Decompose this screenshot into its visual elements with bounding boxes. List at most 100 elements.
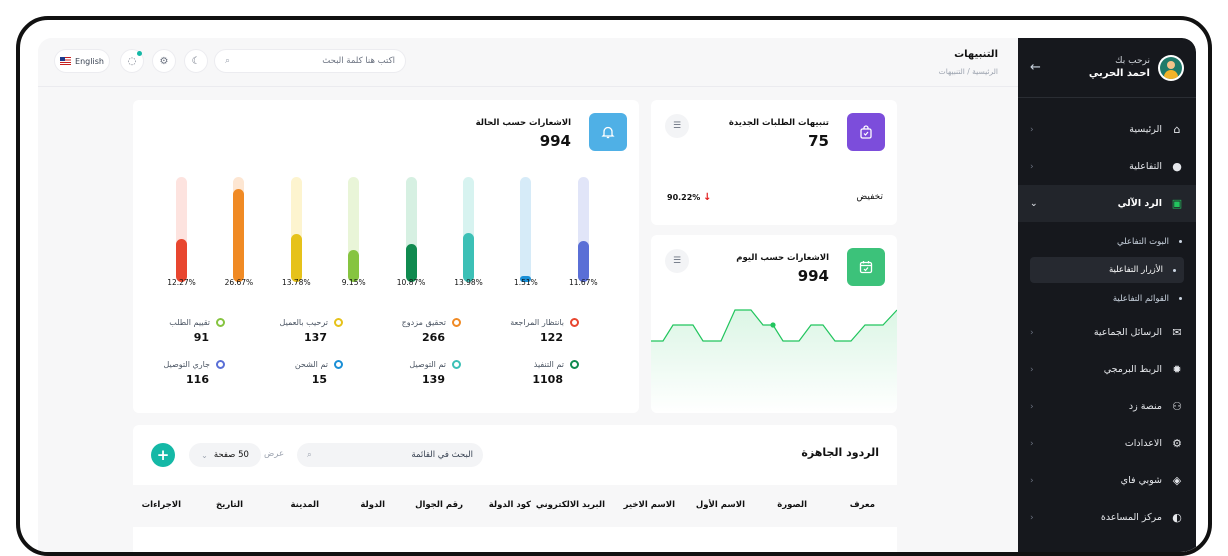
sidebar-item-auto-reply[interactable]: ▣ الرد الآلي ⌄ [1018, 185, 1196, 222]
legend-label: تم الشحن [294, 360, 328, 369]
shopping-bag-icon: ◈ [1172, 474, 1182, 487]
search-icon: ⌕ [225, 56, 231, 66]
bar-label: 11.67% [568, 278, 598, 287]
trend-value: 90.22% [667, 193, 701, 202]
legend-label: جاري التوصيل [163, 360, 210, 369]
bar[interactable] [405, 243, 417, 282]
chevron-left-icon: ‹ [1030, 364, 1034, 375]
table-column-header[interactable]: الصورة [777, 500, 807, 510]
table-column-header[interactable]: الاسم الاخير [623, 500, 675, 510]
legend-value: 122 [540, 331, 563, 344]
card-title: الاشعارات حسب اليوم [736, 253, 829, 263]
sparkline-area [651, 310, 897, 413]
bar-track [577, 177, 589, 282]
sidebar-item-shopify[interactable]: ◈ شوبي فاي ‹ [1018, 462, 1196, 499]
nodes-icon: ⚇ [1172, 400, 1182, 413]
ready-replies-card: الردود الجاهزة البحث في القائمة ⌕ عرض 50… [133, 425, 897, 552]
legend-ring-icon [570, 318, 579, 327]
envelope-icon: ✉ [1172, 326, 1182, 339]
bar-track [348, 177, 360, 282]
headset-icon: ◐ [1172, 511, 1182, 524]
table-title: الردود الجاهزة [801, 446, 879, 459]
language-switcher[interactable]: English [54, 49, 110, 73]
table-search-input[interactable]: البحث في القائمة ⌕ [297, 443, 483, 467]
legend-label: تحقيق مزدوج [401, 318, 446, 327]
sidebar-item-zid[interactable]: ⚇ منصة زد ‹ [1018, 388, 1196, 425]
settings-icon: ⚙ [1172, 437, 1182, 450]
filter-button[interactable]: ☰ [665, 114, 689, 138]
calendar-icon [847, 248, 885, 286]
add-reply-button[interactable]: + [151, 443, 175, 467]
dark-mode-toggle[interactable]: ☾ [184, 49, 208, 73]
bar-chart [171, 172, 589, 282]
sidebar-item-api[interactable]: ✹ الربط البرمجي ‹ [1018, 351, 1196, 388]
trend-label: تخفيض [856, 192, 883, 202]
table-column-header[interactable]: الاسم الأول [695, 500, 745, 510]
legend-ring-icon [452, 318, 461, 327]
chevron-left-icon: ‹ [1030, 401, 1034, 412]
table-column-header[interactable]: التاريخ [216, 500, 243, 510]
settings-button[interactable]: ⚙ [152, 49, 176, 73]
chevron-left-icon: ‹ [1030, 438, 1034, 449]
legend-item: تحقيق مزدوج 266 [365, 318, 461, 344]
avatar[interactable] [1158, 54, 1184, 81]
arrow-left-icon[interactable]: ← [1030, 60, 1041, 75]
top-header: التنبيهات الرئيسية / التنبيهات اكتب هنا … [38, 38, 1018, 87]
per-page-select[interactable]: 50 صفحة ⌄ [189, 443, 261, 467]
card-value: 994 [797, 267, 829, 285]
table-column-header[interactable]: كود الدولة [488, 500, 531, 510]
page-title: التنبيهات [954, 49, 998, 60]
bar[interactable] [290, 233, 302, 282]
home-icon: ⌂ [1173, 123, 1181, 136]
legend-ring-icon [216, 318, 225, 327]
legend-item: ترحيب بالعميل 137 [247, 318, 343, 344]
legend-ring-icon [216, 360, 225, 369]
legend-item: تم الشحن 15 [247, 360, 343, 386]
table-column-header[interactable]: الاجراءات [141, 500, 181, 510]
sidebar-subitem-lists[interactable]: القوائم التفاعلية [1018, 283, 1196, 314]
table-column-header[interactable]: الدولة [360, 500, 385, 510]
bar[interactable] [463, 233, 474, 282]
sidebar-item-settings[interactable]: ⚙ الاعدادات ‹ [1018, 425, 1196, 462]
table-column-header[interactable]: معرف [849, 500, 875, 510]
breadcrumb[interactable]: الرئيسية / التنبيهات [938, 67, 998, 76]
bar-label: 26.67% [224, 278, 254, 287]
bar-label: 1.51% [513, 278, 538, 287]
sidebar-item-broadcast[interactable]: ✉ الرسائل الجماعية ‹ [1018, 314, 1196, 351]
table-column-header[interactable]: رقم الجوال [415, 500, 463, 510]
chevron-left-icon: ‹ [1030, 161, 1034, 172]
legend-label: ترحيب بالعميل [279, 318, 328, 327]
welcome-text: نرحب بك [1115, 56, 1150, 66]
bar[interactable] [176, 239, 187, 282]
sidebar: نرحب بك احمد الحربي ← ⌂ الرئيسية ‹ ● الت… [1018, 38, 1196, 552]
table-column-header[interactable]: البريد الالكتروني [535, 500, 605, 510]
search-input[interactable]: اكتب هنا كلمة البحث ⌕ [214, 49, 406, 73]
bar-track [520, 177, 532, 282]
sidebar-item-interactive[interactable]: ● التفاعلية ‹ [1018, 148, 1196, 185]
status-chart-card: الاشعارات حسب الحالة 994 12.27% 26.67% 13.… [133, 100, 639, 413]
chevron-down-icon: ⌄ [1030, 198, 1038, 209]
sidebar-subitem-bot[interactable]: البوت التفاعلي [1018, 226, 1196, 257]
sidebar-item-home[interactable]: ⌂ الرئيسية ‹ [1018, 111, 1196, 148]
card-value: 994 [539, 132, 571, 150]
chevron-left-icon: ‹ [1030, 327, 1034, 338]
table-column-header[interactable]: المدينة [290, 500, 319, 510]
filter-button[interactable]: ☰ [665, 249, 689, 273]
shopping-bag-icon [847, 113, 885, 151]
sparkline-point[interactable] [770, 322, 776, 328]
bar-label: 10.87% [396, 278, 426, 287]
sidebar-item-help[interactable]: ◐ مركز المساعدة ‹ [1018, 499, 1196, 536]
bar[interactable] [233, 188, 245, 282]
legend-ring-icon [334, 360, 343, 369]
notifications-button[interactable]: ◌ [120, 49, 144, 73]
bar[interactable] [520, 276, 532, 282]
gear-icon: ⚙ [159, 55, 169, 67]
bar-label: 9.15% [341, 278, 366, 287]
chevron-down-icon: ⌄ [201, 450, 208, 460]
sidebar-subitem-buttons[interactable]: الأزرار التفاعلية [1030, 257, 1184, 283]
bar[interactable] [577, 241, 589, 282]
bell-icon [589, 113, 627, 151]
bar[interactable] [348, 249, 360, 282]
user-name: احمد الحربي [1088, 68, 1150, 79]
bar-track [290, 177, 302, 282]
